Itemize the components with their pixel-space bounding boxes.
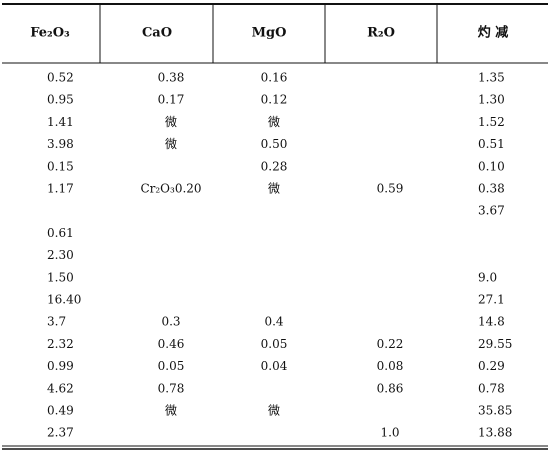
header-cell: CaO xyxy=(142,26,172,41)
table-cell: 4.62 xyxy=(47,381,74,395)
table-cell: 2.37 xyxy=(47,426,74,440)
table-cell: 0.05 xyxy=(158,359,185,373)
table-cell: 2.30 xyxy=(47,248,74,262)
header-cell: Fe₂O₃ xyxy=(30,26,70,41)
header-cell: 灼 减 xyxy=(478,25,509,41)
table-cell: 0.78 xyxy=(478,381,505,395)
table-cell: 1.0 xyxy=(380,426,399,440)
table-cell: 0.05 xyxy=(261,337,288,351)
table-cell: 微 xyxy=(165,137,177,151)
table-cell: 1.41 xyxy=(47,115,74,129)
table-cell: 9.0 xyxy=(478,270,497,284)
table-cell: 13.88 xyxy=(478,426,512,440)
table-cell: 0.08 xyxy=(377,359,404,373)
table-cell: 0.17 xyxy=(158,93,185,107)
table-cell: 29.55 xyxy=(478,337,512,351)
table-cell: 0.4 xyxy=(264,315,283,329)
table-cell: 0.50 xyxy=(261,137,288,151)
table-cell: 0.28 xyxy=(261,159,288,173)
table-cell: 3.67 xyxy=(478,204,505,218)
table-cell: 0.86 xyxy=(377,381,404,395)
table-cell: 0.78 xyxy=(158,381,185,395)
table-cell: 微 xyxy=(268,182,280,196)
table-cell: 1.35 xyxy=(478,71,505,85)
table-cell: 0.16 xyxy=(261,71,288,85)
table-cell: 微 xyxy=(268,404,280,418)
table-cell: 微 xyxy=(165,115,177,129)
table-cell: 微 xyxy=(268,115,280,129)
table-cell: 3.98 xyxy=(47,137,74,151)
table-cell: 14.8 xyxy=(478,315,505,329)
table-cell: Cr₂O₃0.20 xyxy=(140,182,201,196)
table-cell: 0.38 xyxy=(478,182,505,196)
table-cell: 16.40 xyxy=(47,293,81,307)
table-cell: 3.7 xyxy=(47,315,66,329)
table-cell: 0.15 xyxy=(47,159,74,173)
table-cell: 0.95 xyxy=(47,93,74,107)
table-cell: 0.10 xyxy=(478,159,505,173)
table-cell: 0.29 xyxy=(478,359,505,373)
table-cell: 27.1 xyxy=(478,293,505,307)
table-cell: 1.30 xyxy=(478,93,505,107)
table-cell: 0.61 xyxy=(47,226,74,240)
table-cell: 2.32 xyxy=(47,337,74,351)
table-cell: 0.59 xyxy=(377,182,404,196)
table-cell: 0.12 xyxy=(261,93,288,107)
header-cell: R₂O xyxy=(367,26,395,41)
table-cell: 0.52 xyxy=(47,71,74,85)
table-cell: 0.49 xyxy=(47,404,74,418)
table-cell: 1.52 xyxy=(478,115,505,129)
header-cell: MgO xyxy=(252,26,287,41)
table-cell: 1.17 xyxy=(47,182,74,196)
table-cell: 微 xyxy=(165,404,177,418)
table-cell: 0.22 xyxy=(377,337,404,351)
table-cell: 0.38 xyxy=(158,71,185,85)
table-cell: 1.50 xyxy=(47,270,74,284)
table-cell: 0.51 xyxy=(478,137,505,151)
table-cell: 0.04 xyxy=(261,359,288,373)
table-cell: 0.46 xyxy=(158,337,185,351)
table-cell: 0.3 xyxy=(161,315,180,329)
table-cell: 35.85 xyxy=(478,404,512,418)
table-cell: 0.99 xyxy=(47,359,74,373)
